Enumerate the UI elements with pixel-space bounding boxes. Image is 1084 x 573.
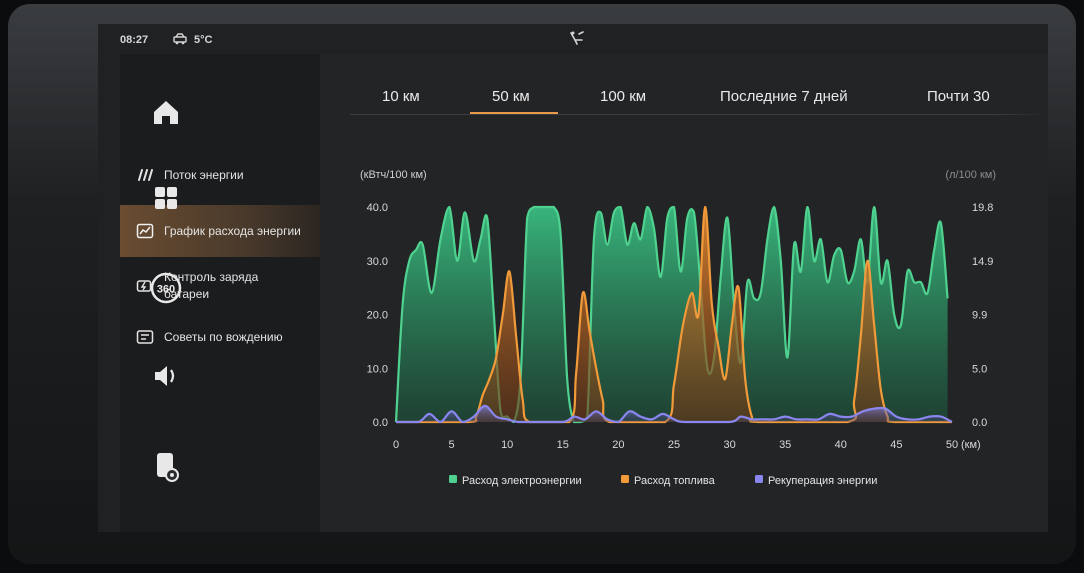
tab-50km[interactable]: 50 км [492,88,530,105]
legend-swatch [755,475,763,483]
tab-100km[interactable]: 100 км [600,88,647,105]
y-tick-label-left: 30.0 [367,256,388,268]
sidebar-item-driving-tips[interactable]: Советы по вождению [120,322,320,352]
right-unit-label: (л/100 км) [945,169,996,181]
sidebar: Поток энергии График расхода энергии Кон… [120,54,320,532]
status-bar: 08:27 5°C [98,24,1048,54]
x-tick-label: 20 [612,439,624,451]
x-unit-label: (км) [961,439,981,451]
energy-flow-icon [138,169,153,181]
chart-icon [136,223,154,239]
x-tick-label: 45 [890,439,902,451]
range-tabs: 10 км 50 км 100 км Последние 7 дней Почт… [350,74,1048,134]
phone-settings-icon[interactable] [148,448,184,484]
y-tick-label-right: 0.0 [972,417,987,429]
legend-label: Рекуперация энергии [768,475,877,487]
x-tick-label: 30 [723,439,735,451]
legend-label: Расход электроэнергии [462,475,582,487]
energy-chart: (кВтч/100 км) (л/100 км) 0.0 10.0 20.0 30.0… [360,169,996,487]
home-icon[interactable] [148,94,184,130]
x-tick-label: 15 [557,439,569,451]
legend-swatch [449,475,457,483]
x-tick-label: 25 [668,439,680,451]
series-line-fuel [396,205,952,424]
main-panel: 10 км 50 км 100 км Последние 7 дней Почт… [320,54,1048,532]
y-tick-label-right: 9.9 [972,310,987,322]
seat-icon [570,31,584,45]
camera-360-label: 360 [157,284,175,296]
series-line-regeneration [396,404,953,424]
clock: 08:27 [120,34,149,46]
app-dock: 360 [138,94,196,514]
sidebar-item-label: Поток энергии [164,168,244,182]
sidebar-item-label: Советы по вождению [164,330,283,344]
y-tick-label-right: 14.9 [972,256,993,268]
tab-10km[interactable]: 10 км [382,88,420,105]
y-tick-label-right: 19.8 [972,202,993,214]
series-area-electricity [396,207,948,422]
x-tick-label: 50 [946,439,958,451]
y-tick-label-right: 5.0 [972,363,987,375]
camera-360-icon[interactable]: 360 [148,270,184,306]
tab-last-30-days[interactable]: Почти 30 [927,88,990,105]
legend-swatch [621,475,629,483]
x-tick-label: 35 [779,439,791,451]
sidebar-item-label: График расхода энергии [164,224,301,238]
tab-last-7-days[interactable]: Последние 7 дней [720,88,848,105]
volume-icon[interactable] [148,358,184,394]
x-tick-label: 40 [835,439,847,451]
screen: 08:27 5°C Поток энергии График расхода э… [98,24,1048,532]
x-tick-label: 0 [393,439,399,451]
series-area-regeneration [396,405,952,422]
x-tick-label: 10 [501,439,513,451]
x-tick-label: 5 [449,439,455,451]
legend-label: Расход топлива [634,475,716,487]
sidebar-item-energy-chart[interactable]: График расхода энергии [120,205,320,257]
car-icon [173,33,187,45]
sidebar-item-energy-flow[interactable]: Поток энергии [120,160,320,190]
y-tick-label-left: 20.0 [367,310,388,322]
temperature: 5°C [194,34,213,46]
y-tick-label-left: 0.0 [373,417,388,429]
active-tab-indicator [470,112,558,114]
left-unit-label: (кВтч/100 км) [360,169,427,181]
y-tick-label-left: 10.0 [367,363,388,375]
apps-grid-icon[interactable] [148,180,184,216]
series-area-fuel [396,207,952,422]
tips-icon [136,330,154,344]
y-tick-label-left: 40.0 [367,202,388,214]
